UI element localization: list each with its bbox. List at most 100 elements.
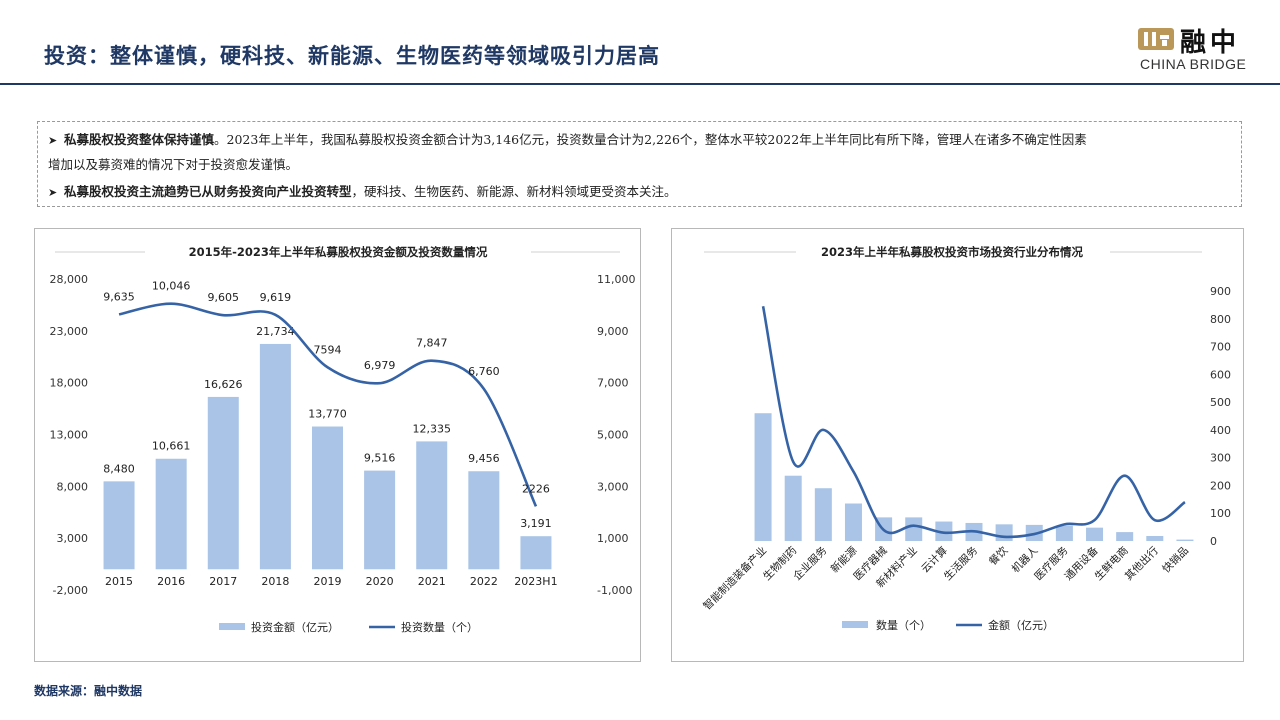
right-axis-tick: 900 — [1210, 285, 1231, 298]
left-axis-tick: 3,000 — [57, 532, 89, 545]
bar-deal-count — [1116, 532, 1134, 541]
chart-title: 2023年上半年私募股权投资市场投资行业分布情况 — [821, 245, 1084, 259]
chart-panel-industry: 2023年上半年私募股权投资市场投资行业分布情况 900 800 700 600 500 4… — [671, 228, 1244, 662]
right-axis-tick: -1,000 — [597, 584, 632, 597]
line-data-label: 9,619 — [260, 291, 292, 304]
legend-bar-label: 投资金额（亿元） — [251, 620, 339, 634]
bar-investment-amount — [312, 426, 343, 570]
right-axis-tick: 1,000 — [597, 532, 629, 545]
logo-english: CHINA BRIDGE — [1140, 56, 1247, 72]
right-axis-tick: 3,000 — [597, 480, 629, 493]
chart-panel-annual: 2015年-2023年上半年私募股权投资金额及投资数量情况 28,000 23,00… — [34, 228, 641, 662]
legend-line-label: 投资数量（个） — [401, 620, 478, 634]
x-axis-label: 快销品 — [1160, 544, 1191, 575]
bar-investment-amount — [103, 481, 135, 570]
bar-deal-count — [935, 521, 953, 541]
bar-deal-count — [1086, 527, 1104, 541]
x-axis-label: 2020 — [366, 575, 394, 588]
bar-data-label: 8,480 — [103, 462, 135, 475]
right-axis-tick: 600 — [1210, 368, 1231, 381]
right-axis-tick: 11,000 — [597, 273, 636, 286]
bar-data-label: 13,770 — [308, 408, 347, 421]
line-data-label: 7594 — [314, 343, 342, 356]
right-axis-tick: 7,000 — [597, 377, 629, 390]
x-axis-label: 2017 — [209, 575, 237, 588]
line-data-label: 6,979 — [364, 359, 396, 372]
x-axis-label: 2023H1 — [514, 575, 557, 588]
line-data-label: 9,605 — [208, 291, 240, 304]
left-axis-tick: 28,000 — [50, 273, 89, 286]
finding-2: ➤ 私募股权投资主流趋势已从财务投资向产业投资转型，硬科技、生物医药、新能源、新材… — [48, 180, 1229, 205]
right-axis-tick: 300 — [1210, 452, 1231, 465]
finding-1-text: 。2023年上半年，我国私募股权投资金额合计为3,146亿元，投资数量合计为2,… — [214, 132, 1087, 147]
x-axis-label: 2019 — [314, 575, 342, 588]
right-axis-tick: 9,000 — [597, 325, 629, 338]
bar-data-label: 9,456 — [468, 452, 500, 465]
bar-data-label: 16,626 — [204, 378, 243, 391]
x-axis-label: 企业服务 — [791, 544, 830, 583]
right-axis-tick: 100 — [1210, 507, 1231, 520]
right-axis-tick: 0 — [1210, 535, 1217, 548]
x-axis-label: 其他出行 — [1122, 544, 1161, 583]
bar-investment-amount — [259, 343, 291, 570]
chart-title: 2015年-2023年上半年私募股权投资金额及投资数量情况 — [189, 245, 488, 259]
industry-distribution-chart: 2023年上半年私募股权投资市场投资行业分布情况 900 800 700 600 500 4… — [701, 245, 1231, 632]
bar-data-label: 21,734 — [256, 325, 295, 338]
bar-deal-count — [844, 503, 862, 541]
left-axis-tick: -2,000 — [53, 584, 88, 597]
x-axis-label: 餐饮 — [986, 544, 1010, 568]
finding-1: ➤ 私募股权投资整体保持谨慎。2023年上半年，我国私募股权投资金额合计为3,14… — [48, 128, 1229, 177]
finding-2-text: ，硬科技、生物医药、新能源、新材料领域更受资本关注。 — [351, 184, 677, 199]
china-bridge-logo-icon — [1138, 28, 1174, 50]
line-data-label: 7,847 — [416, 337, 448, 350]
right-axis-tick: 500 — [1210, 396, 1231, 409]
legend-bar-label: 数量（个） — [876, 619, 931, 632]
left-axis-tick: 13,000 — [50, 429, 89, 442]
bar-deal-count — [1055, 525, 1073, 541]
line-investment-amount — [761, 306, 1186, 539]
bar-deal-count — [995, 524, 1013, 541]
right-axis-tick: 700 — [1210, 341, 1231, 354]
x-axis-label: 2022 — [470, 575, 498, 588]
left-axis-tick: 8,000 — [57, 480, 89, 493]
bar-investment-amount — [364, 470, 396, 570]
line-data-label: 10,046 — [152, 280, 191, 293]
bar-data-label: 10,661 — [152, 440, 191, 453]
left-axis-tick: 23,000 — [50, 325, 89, 338]
right-axis-tick: 400 — [1210, 424, 1231, 437]
bar-deal-count — [1146, 536, 1164, 541]
page-title: 投资：整体谨慎，硬科技、新能源、生物医药等领域吸引力居高 — [44, 43, 660, 68]
annual-investment-chart: 2015年-2023年上半年私募股权投资金额及投资数量情况 28,000 23,00… — [50, 245, 636, 634]
finding-1-text-cont: 增加以及募资难的情况下对于投资愈发谨慎。 — [48, 157, 299, 172]
legend-line-label: 金额（亿元） — [988, 618, 1054, 632]
finding-2-heading: 私募股权投资主流趋势已从财务投资向产业投资转型 — [64, 184, 352, 199]
bar-data-label: 3,191 — [520, 517, 552, 530]
bar-investment-amount — [468, 471, 500, 570]
left-axis-tick: 18,000 — [50, 377, 89, 390]
bar-data-label: 9,516 — [364, 452, 396, 465]
right-axis-tick: 800 — [1210, 313, 1231, 326]
line-data-label: 9,635 — [103, 290, 135, 303]
bar-deal-count — [905, 517, 923, 541]
x-axis-label: 生活服务 — [941, 544, 980, 583]
x-axis-label: 2015 — [105, 575, 133, 588]
bar-investment-amount — [207, 396, 239, 570]
header-divider — [0, 83, 1280, 85]
right-axis-tick: 5,000 — [597, 429, 629, 442]
bar-deal-count — [1176, 539, 1194, 541]
bar-data-label: 12,335 — [412, 422, 451, 435]
line-data-label: 2226 — [522, 482, 550, 495]
x-axis-label: 2016 — [157, 575, 185, 588]
company-logo: 融中 CHINA BRIDGE — [1138, 22, 1258, 74]
bar-investment-amount — [155, 458, 187, 570]
bar-investment-amount — [416, 441, 448, 570]
bar-investment-amount — [520, 536, 552, 570]
line-data-label: 6,760 — [468, 365, 500, 378]
arrow-bullet-icon: ➤ — [48, 134, 58, 147]
x-axis-label: 智能制造装备产业 — [701, 544, 770, 613]
x-axis-label: 2021 — [418, 575, 446, 588]
logo-chinese: 融中 — [1180, 28, 1241, 58]
legend-bar-swatch — [219, 623, 245, 630]
key-findings-box: ➤ 私募股权投资整体保持谨慎。2023年上半年，我国私募股权投资金额合计为3,14… — [37, 121, 1242, 207]
bar-deal-count — [754, 413, 772, 541]
